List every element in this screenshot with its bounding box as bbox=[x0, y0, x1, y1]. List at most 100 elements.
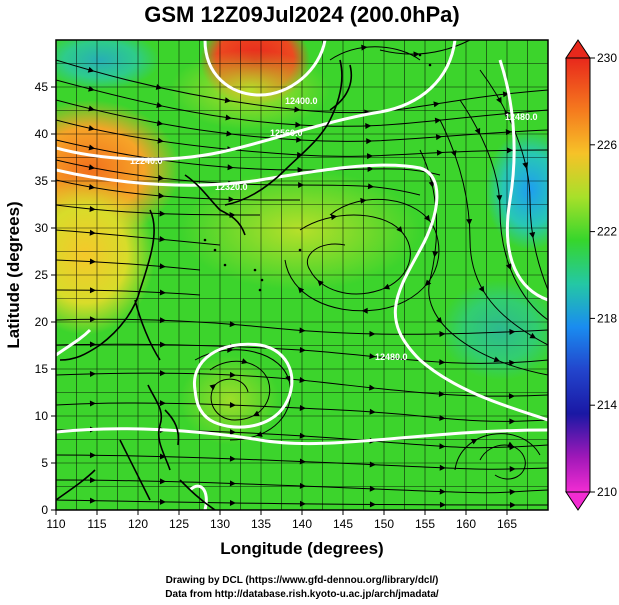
colorbar-upper-extension bbox=[565, 39, 591, 59]
streamline-arrowhead bbox=[367, 183, 375, 190]
y-tick-label: 40 bbox=[35, 127, 49, 141]
streamline-arrowhead bbox=[159, 236, 166, 243]
colorbar-lower-extension bbox=[565, 491, 591, 511]
streamline-arrowhead bbox=[299, 405, 306, 412]
streamline-arrowhead bbox=[89, 370, 96, 377]
streamline-arrowhead bbox=[228, 196, 235, 203]
y-axis-label: Latitude (degrees) bbox=[4, 201, 23, 348]
credit-drawing: Drawing by DCL (https://www.gfd-dennou.o… bbox=[166, 575, 439, 586]
streamline-arrowhead bbox=[252, 410, 260, 417]
streamline-arrowhead bbox=[88, 144, 96, 151]
streamline-arrowhead bbox=[209, 384, 217, 391]
streamline-arrowhead bbox=[226, 130, 233, 137]
x-tick-label: 120 bbox=[128, 517, 148, 531]
streamline-arrowhead bbox=[478, 285, 485, 293]
streamline-arrowhead bbox=[470, 438, 478, 445]
y-tick-label: 20 bbox=[35, 315, 49, 329]
streamline-arrowhead bbox=[508, 393, 515, 400]
streamline-arrowhead bbox=[435, 134, 443, 141]
x-tick-label: 165 bbox=[497, 517, 517, 531]
streamline-arrowhead bbox=[159, 370, 166, 377]
streamline-arrowhead bbox=[439, 501, 446, 508]
streamline-arrowhead bbox=[159, 453, 166, 460]
streamline-arrowhead bbox=[89, 400, 96, 407]
streamline-arrowhead bbox=[366, 138, 373, 145]
x-tick-label: 155 bbox=[415, 517, 435, 531]
streamline-arrowhead bbox=[229, 401, 236, 408]
streamline-arrowhead bbox=[159, 210, 166, 217]
streamline-arrowhead bbox=[522, 162, 529, 169]
streamline-arrowhead bbox=[89, 258, 96, 265]
streamline-arrowhead bbox=[89, 341, 96, 348]
streamline-arrowhead bbox=[88, 164, 96, 171]
streamline-arrowhead bbox=[365, 123, 372, 130]
streamline-arrowhead bbox=[504, 110, 511, 117]
colorbar-tick-label: 222 bbox=[597, 225, 617, 239]
streamline-arrowhead bbox=[466, 219, 473, 226]
streamline-arrowhead bbox=[496, 96, 502, 104]
streamline-arrowhead bbox=[227, 164, 234, 171]
streamline-arrowhead bbox=[88, 105, 95, 112]
contour-label: 12400.0 bbox=[285, 96, 318, 106]
streamline-arrowhead bbox=[229, 321, 236, 328]
streamline-arrowhead bbox=[299, 500, 306, 507]
streamline-arrowhead bbox=[493, 356, 501, 363]
contour-label: 12480.0 bbox=[375, 352, 408, 362]
streamline-arrowhead bbox=[509, 489, 516, 496]
streamline-arrowhead bbox=[159, 289, 166, 296]
height-contours bbox=[56, 40, 548, 510]
streamline-arrowhead bbox=[396, 226, 403, 233]
streamline-arrowhead bbox=[294, 106, 301, 113]
streamline-arrowhead bbox=[369, 485, 376, 492]
streamline-arrowhead bbox=[369, 353, 376, 360]
streamline-arrowhead bbox=[89, 452, 96, 459]
x-tick-label: 110 bbox=[46, 517, 65, 531]
streamline-arrowhead bbox=[88, 85, 95, 92]
streamline-arrowhead bbox=[496, 195, 503, 202]
streamline-arrowhead bbox=[299, 458, 306, 465]
contour-label: 12560.0 bbox=[270, 128, 303, 138]
streamline-arrowhead bbox=[295, 121, 302, 128]
map-plot-area: 12240.0 12400.0 12560.0 12320.0 12480.0 … bbox=[56, 40, 548, 510]
streamline-arrowhead bbox=[225, 114, 232, 121]
streamline-arrowhead bbox=[424, 279, 432, 287]
streamline-arrowhead bbox=[509, 501, 516, 508]
x-tick-label: 145 bbox=[333, 517, 353, 531]
streamline-arrowhead bbox=[89, 229, 96, 236]
streamline-arrowhead bbox=[229, 499, 236, 506]
streamline-arrowhead bbox=[439, 359, 446, 366]
x-tick-label: 135 bbox=[251, 517, 271, 531]
streamline-arrowhead bbox=[330, 214, 338, 221]
streamline-arrowhead bbox=[156, 120, 164, 127]
streamline-arrowhead bbox=[360, 197, 367, 204]
streamline-arrowhead bbox=[159, 317, 166, 324]
streamline-arrowhead bbox=[158, 192, 165, 199]
streamline-arrowhead bbox=[229, 429, 236, 436]
y-tick-label: 30 bbox=[35, 221, 49, 235]
colorbar-tick-label: 210 bbox=[597, 485, 617, 499]
warm-region-southwest bbox=[56, 175, 155, 335]
y-tick-label: 5 bbox=[41, 456, 48, 470]
streamline-arrowhead bbox=[297, 167, 304, 174]
island-dots bbox=[203, 53, 432, 292]
streamline-arrowhead bbox=[369, 501, 376, 508]
streamline-arrowhead bbox=[285, 375, 292, 383]
streamline-arrowhead bbox=[436, 149, 443, 156]
streamline-arrowhead bbox=[413, 51, 420, 58]
streamline-arrowhead bbox=[439, 414, 446, 421]
streamline-arrowhead bbox=[434, 117, 442, 124]
streamline-arrowhead bbox=[502, 91, 510, 98]
streamline-arrowhead bbox=[428, 181, 435, 188]
streamline-arrowhead bbox=[89, 205, 96, 212]
streamline-arrowhead bbox=[159, 400, 166, 407]
credit-data: Data from http://database.rish.kyoto-u.a… bbox=[165, 589, 439, 600]
streamline-arrowhead bbox=[361, 44, 368, 51]
streamline-arrowhead bbox=[159, 263, 166, 270]
streamline-arrowhead bbox=[369, 330, 376, 337]
streamline-arrowhead bbox=[297, 286, 305, 294]
streamline-arrowhead bbox=[509, 418, 516, 425]
y-tick-label: 35 bbox=[35, 174, 49, 188]
streamline-arrowhead bbox=[509, 328, 516, 335]
contour-labels: 12240.0 12400.0 12560.0 12320.0 12480.0 … bbox=[130, 96, 538, 362]
